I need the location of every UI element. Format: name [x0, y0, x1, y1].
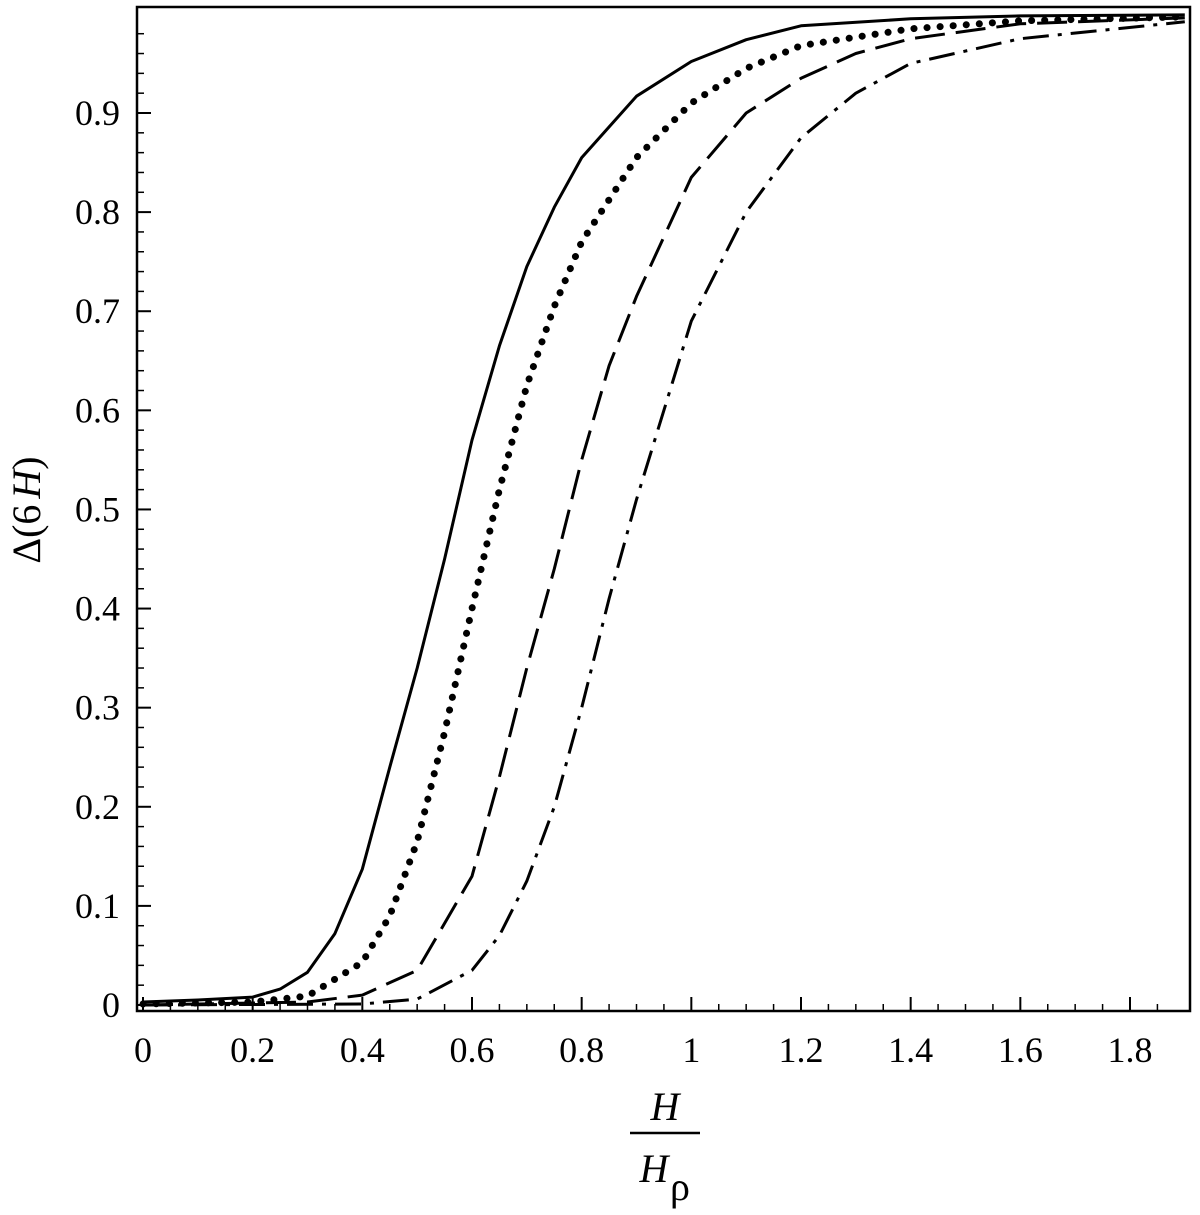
y-axis-label: Δ(6 H) — [4, 456, 49, 563]
y-axis-label-suffix: ) — [4, 456, 49, 469]
axes-ticks — [137, 32, 1159, 1011]
y-tick-label: 0.5 — [75, 489, 120, 529]
x-tick-label: 0.2 — [230, 1030, 275, 1070]
y-tick-label: 0 — [102, 985, 120, 1025]
x-tick-label: 1 — [682, 1030, 700, 1070]
y-tick-label: 0.2 — [75, 787, 120, 827]
x-tick-label: 0.4 — [340, 1030, 385, 1070]
series-group — [139, 13, 1189, 1008]
y-axis-label-prefix: Δ(6 — [4, 505, 49, 564]
x-axis-label-subscript: ρ — [670, 1164, 690, 1209]
y-tick-label: 0.7 — [75, 291, 120, 331]
x-tick-label: 1.4 — [888, 1030, 933, 1070]
y-tick-labels: 0 0.1 0.2 0.3 0.4 0.5 0.6 0.7 0.8 0.9 — [75, 93, 120, 1025]
y-tick-label: 0.4 — [75, 589, 120, 629]
series-line-solid — [142, 13, 1185, 1004]
x-tick-label: 0.8 — [559, 1030, 604, 1070]
series-line-dotted — [139, 13, 1189, 1008]
x-tick-labels: 0 0.2 0.4 0.6 0.8 1 1.2 1.4 1.6 1.8 — [134, 1030, 1153, 1070]
x-axis-label: H H ρ — [630, 1084, 700, 1209]
x-tick-label: 0.6 — [450, 1030, 495, 1070]
y-axis-label-variable: H — [4, 468, 49, 500]
plot-frame — [135, 5, 1192, 1013]
series-line-dashed — [142, 16, 1185, 1007]
x-tick-label: 1.8 — [1108, 1030, 1153, 1070]
y-tick-label: 0.3 — [75, 688, 120, 728]
y-tick-label: 0.1 — [75, 886, 120, 926]
x-axis-label-denominator: H — [639, 1146, 671, 1191]
x-tick-label: 1.2 — [779, 1030, 824, 1070]
x-tick-label: 1.6 — [998, 1030, 1043, 1070]
y-tick-label: 0.8 — [75, 192, 120, 232]
series-line-dashdot — [142, 20, 1185, 1007]
x-axis-label-numerator: H — [650, 1084, 682, 1129]
y-tick-label: 0.9 — [75, 93, 120, 133]
x-tick-label: 0 — [134, 1030, 152, 1070]
y-tick-label: 0.6 — [75, 390, 120, 430]
svg-text:Δ(6H): Δ(6 H) — [4, 456, 49, 563]
